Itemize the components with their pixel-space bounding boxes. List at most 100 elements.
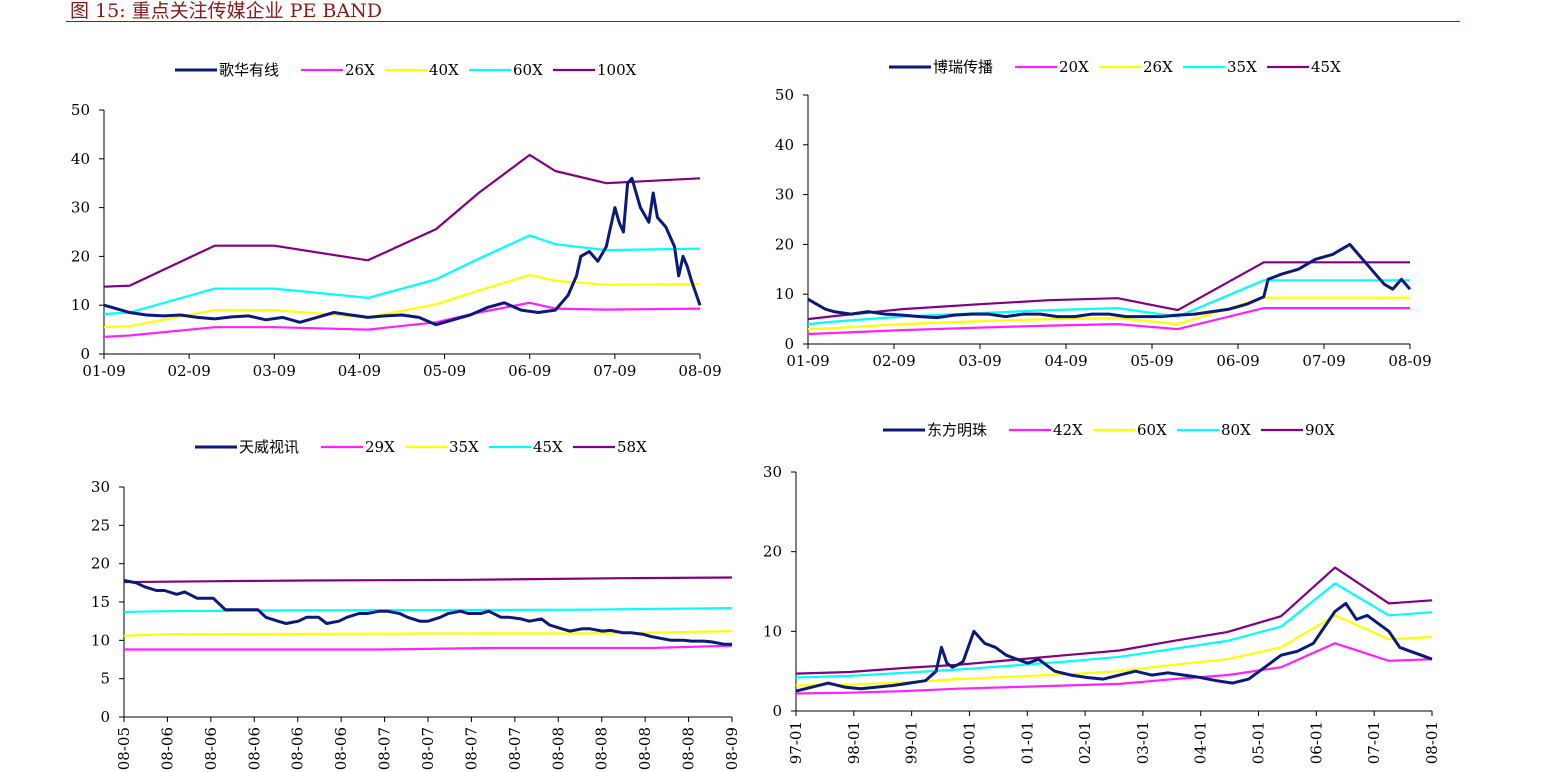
series-line-42x [795, 642, 1433, 695]
x-tick-label: 99-01 [903, 721, 921, 764]
series-line-35x [807, 279, 1410, 326]
legend-label: 80X [1221, 421, 1251, 439]
legend-item-45x: 45X [489, 438, 563, 456]
x-tick-label: 06-09 [1216, 352, 1259, 370]
series-line-series [795, 601, 1433, 693]
y-tick-label: 30 [91, 478, 110, 496]
series-line-series [103, 176, 702, 327]
x-tick-label: 07-01 [1365, 721, 1383, 764]
x-tick-label: 08-08 [680, 727, 698, 770]
x-tick-label: 08-06 [158, 727, 176, 770]
x-tick-label: 06-01 [1307, 721, 1325, 764]
legend-item-26x: 26X [301, 61, 375, 79]
series-line-35x [123, 630, 733, 637]
x-tick-label: 06-09 [508, 362, 551, 380]
y-tick-label: 0 [772, 702, 782, 720]
chart-borui-media: 0 10 20 30 40 50 01-09 02-09 03-09 04-09 05-09 06-0… [775, 58, 1432, 370]
series-line-80x [795, 582, 1433, 679]
series-line-26x [103, 301, 701, 338]
chart-oriental-pearl: 0 10 20 30 97-01 98-01 99-01 00-01 01-01 02-01 03-… [763, 421, 1441, 764]
x-tick-label: 02-01 [1076, 721, 1094, 764]
chart-gehua-cable: 0 10 20 30 40 50 01-09 02-09 03-09 04-09 05-09 06-0… [71, 61, 722, 380]
legend-label: 40X [429, 61, 459, 79]
legend-label: 100X [597, 61, 637, 79]
legend-item-40x: 40X [385, 61, 459, 79]
y-tick-label: 20 [71, 247, 90, 265]
y-tick-label: 40 [775, 136, 794, 154]
legend-label: 26X [1143, 58, 1173, 76]
legend-item-90x: 90X [1261, 421, 1335, 439]
legend-label: 29X [365, 438, 395, 456]
legend-label: 35X [1227, 58, 1257, 76]
y-tick-label: 50 [71, 101, 90, 119]
legend-item-58x: 58X [573, 438, 647, 456]
legend-item-35x: 35X [405, 438, 479, 456]
legend-item-60x: 60X [1093, 421, 1167, 439]
x-tick-label: 08-06 [202, 727, 220, 770]
y-tick-label: 30 [763, 463, 782, 481]
x-tick-label: 07-09 [1302, 352, 1345, 370]
x-tick-label: 04-01 [1192, 721, 1210, 764]
y-tick-label: 10 [71, 296, 90, 314]
chart-tianwei-video: 0 5 10 15 20 25 30 08-05 08-06 08-06 08-06 08-06 08-… [91, 438, 741, 770]
figure-title: 图 15: 重点关注传媒企业 PE BAND [70, 0, 382, 22]
x-tick-label: 01-09 [786, 352, 829, 370]
series-line-series [123, 579, 732, 646]
series-line-45x [123, 607, 733, 614]
x-tick-label: 08-07 [419, 727, 437, 770]
legend-label: 90X [1305, 421, 1335, 439]
x-tick-label: 08-07 [506, 727, 524, 770]
y-tick-label: 15 [91, 593, 110, 611]
series-line-60x [795, 614, 1433, 687]
legend-item-series: 歌华有线 [175, 61, 279, 79]
legend-label: 歌华有线 [219, 61, 279, 79]
legend-label: 26X [345, 61, 375, 79]
y-tick-label: 20 [775, 235, 794, 253]
y-tick-label: 10 [91, 631, 110, 649]
series-line-100x [103, 153, 701, 288]
legend-item-26x: 26X [1099, 58, 1173, 76]
x-tick-label: 03-01 [1134, 721, 1152, 764]
y-tick-label: 40 [71, 150, 90, 168]
x-tick-label: 07-09 [593, 362, 636, 380]
x-tick-label: 03-09 [253, 362, 296, 380]
x-tick-label: 08-06 [245, 727, 263, 770]
x-tick-label: 04-09 [338, 362, 381, 380]
legend-label: 45X [1311, 58, 1341, 76]
x-tick-label: 08-09 [723, 727, 741, 770]
legend-label: 天威视讯 [239, 438, 299, 456]
x-tick-label: 08-08 [593, 727, 611, 770]
y-tick-label: 10 [763, 622, 782, 640]
legend-label: 35X [449, 438, 479, 456]
series-line-60x [103, 234, 701, 316]
legend-item-series: 天威视讯 [195, 438, 299, 456]
series-line-40x [103, 273, 701, 329]
y-tick-label: 30 [775, 186, 794, 204]
legend-item-35x: 35X [1183, 58, 1257, 76]
legend-label: 60X [1137, 421, 1167, 439]
series-line-series [807, 242, 1412, 320]
y-tick-label: 50 [775, 86, 794, 104]
legend-item-series: 东方明珠 [883, 421, 987, 439]
x-tick-label: 04-09 [1044, 352, 1087, 370]
x-tick-label: 08-01 [1423, 721, 1441, 764]
x-tick-label: 02-09 [168, 362, 211, 380]
title-divider [66, 21, 1460, 22]
x-tick-label: 08-06 [289, 727, 307, 770]
y-tick-label: 0 [100, 708, 110, 726]
y-tick-label: 10 [775, 285, 794, 303]
x-tick-label: 03-09 [958, 352, 1001, 370]
y-tick-label: 5 [100, 670, 110, 688]
legend-item-100x: 100X [553, 61, 637, 79]
x-tick-label: 08-07 [462, 727, 480, 770]
x-tick-label: 08-08 [549, 727, 567, 770]
legend-label: 东方明珠 [927, 421, 987, 439]
x-tick-label: 08-09 [1388, 352, 1431, 370]
legend-item-20x: 20X [1015, 58, 1089, 76]
series-line-45x [807, 261, 1410, 321]
y-tick-label: 0 [80, 345, 90, 363]
x-tick-label: 08-09 [678, 362, 721, 380]
y-tick-label: 30 [71, 199, 90, 217]
legend-label: 60X [513, 61, 543, 79]
legend-item-series: 博瑞传播 [889, 58, 993, 76]
